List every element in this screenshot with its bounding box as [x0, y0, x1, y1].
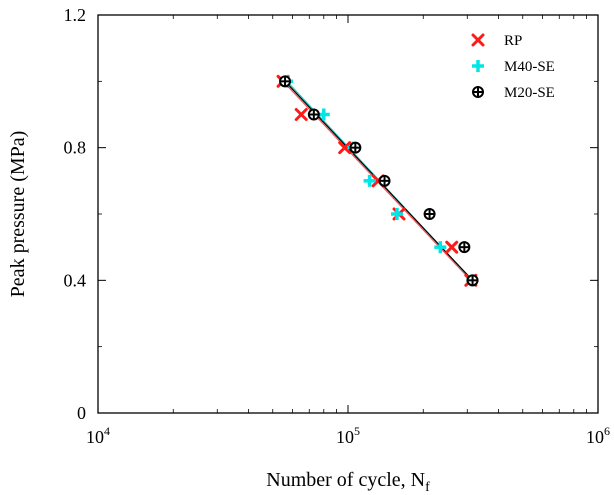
- data-markers: [276, 74, 479, 287]
- x-tick-label-base: 10: [336, 427, 354, 447]
- point-m20-se: [279, 75, 292, 88]
- legend-item-m40-se: M40-SE: [472, 59, 555, 75]
- legend-marker-m40-se: [472, 60, 484, 72]
- point-m40-se: [390, 208, 403, 220]
- legend-marker-rp: [471, 33, 485, 47]
- legend-marker-m20-se: [472, 86, 484, 98]
- point-m20-se: [458, 241, 471, 254]
- marker-stroke: [471, 33, 485, 47]
- point-m20-se: [349, 141, 362, 154]
- x-tick-label-base: 10: [86, 427, 104, 447]
- point-m20-se: [466, 274, 479, 287]
- y-tick-label: 0.4: [64, 270, 87, 290]
- point-rp: [338, 141, 352, 155]
- y-tick-label: 0.8: [64, 138, 87, 158]
- point-rp: [445, 240, 459, 254]
- x-tick-label: 105: [336, 424, 360, 447]
- y-tick-label: 0: [77, 403, 86, 423]
- x-tick-label-exponent: 6: [604, 424, 610, 438]
- point-m40-se: [363, 174, 376, 187]
- legend: RP M40-SE M20-SE: [471, 33, 555, 101]
- y-axis-title: Peak pressure (MPa): [7, 131, 29, 298]
- legend-label-m20-se: M20-SE: [504, 85, 555, 101]
- series-m20-se: [279, 75, 479, 287]
- point-m20-se: [378, 174, 391, 187]
- x-tick-label-exponent: 5: [354, 424, 360, 438]
- y-tick-label: 1.2: [64, 5, 87, 25]
- x-axis-title: Number of cycle, Nf: [266, 469, 430, 495]
- point-m40-se: [434, 241, 447, 254]
- x-tick-label: 106: [586, 424, 610, 447]
- legend-item-m20-se: M20-SE: [472, 85, 555, 101]
- marker-stroke: [445, 240, 459, 254]
- x-axis-title-subscript: f: [425, 480, 430, 495]
- axis-ticks: [97, 14, 599, 414]
- point-m20-se: [423, 208, 436, 220]
- x-axis-title-main: Number of cycle, N: [266, 469, 425, 491]
- x-tick-label: 104: [86, 424, 110, 447]
- point-rp: [294, 108, 308, 121]
- marker-stroke: [294, 108, 308, 121]
- legend-label-rp: RP: [504, 33, 522, 49]
- legend-label-m40-se: M40-SE: [504, 59, 555, 75]
- marker-stroke: [338, 141, 352, 155]
- x-tick-label-base: 10: [586, 427, 604, 447]
- point-m20-se: [307, 108, 320, 121]
- x-tick-label-exponent: 4: [104, 424, 110, 438]
- plot-area: [97, 14, 599, 414]
- legend-item-rp: RP: [471, 33, 522, 49]
